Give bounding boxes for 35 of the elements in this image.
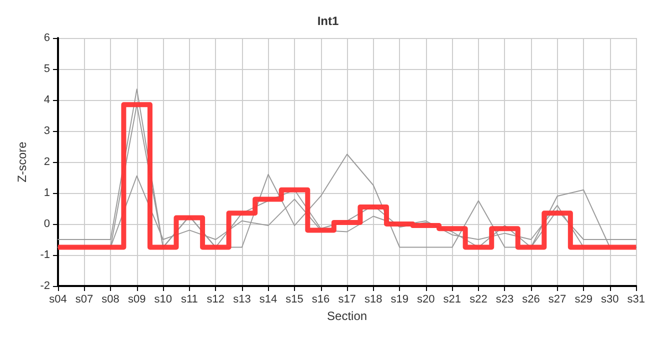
x-tick-label: s13 [233,294,251,306]
y-tick-label: 4 [44,94,50,106]
x-tick-label: s21 [443,294,462,306]
y-tick-label: -2 [40,280,50,292]
x-tick-label: s10 [154,294,172,306]
x-tick-label: s14 [259,294,278,306]
y-tick-label: 6 [44,32,50,44]
x-tick-label: s22 [470,294,488,306]
x-tick-label: s15 [286,294,304,306]
y-axis-title: Z-score [15,141,29,182]
x-tick-label: s04 [49,294,67,306]
x-tick-label: s09 [128,294,146,306]
y-tick-label: 0 [44,218,50,230]
x-tick-label: s27 [548,294,566,306]
y-tick-label: -1 [40,249,50,261]
x-tick-label: s08 [102,294,120,306]
x-tick-label: s19 [390,294,408,306]
x-tick-label: s11 [180,294,198,306]
x-tick-label: s16 [312,294,330,306]
x-tick-label: s31 [627,294,646,306]
x-tick-label: s26 [522,294,540,306]
x-tick-label: s30 [600,294,619,306]
x-tick-label: s12 [206,294,225,306]
x-tick-label: s20 [417,294,435,306]
x-tick-label: s29 [574,294,592,306]
y-tick-label: 1 [44,187,50,199]
y-tick-label: 5 [44,63,50,75]
x-tick-label: s07 [75,294,94,306]
y-tick-label: 2 [44,156,50,168]
x-axis-title: Section [327,309,368,323]
x-tick-label: s18 [364,294,382,306]
chart-title: Int1 [317,14,339,28]
x-tick-label: s17 [338,294,356,306]
x-tick-label: s23 [496,294,514,306]
y-tick-label: 3 [44,125,50,137]
